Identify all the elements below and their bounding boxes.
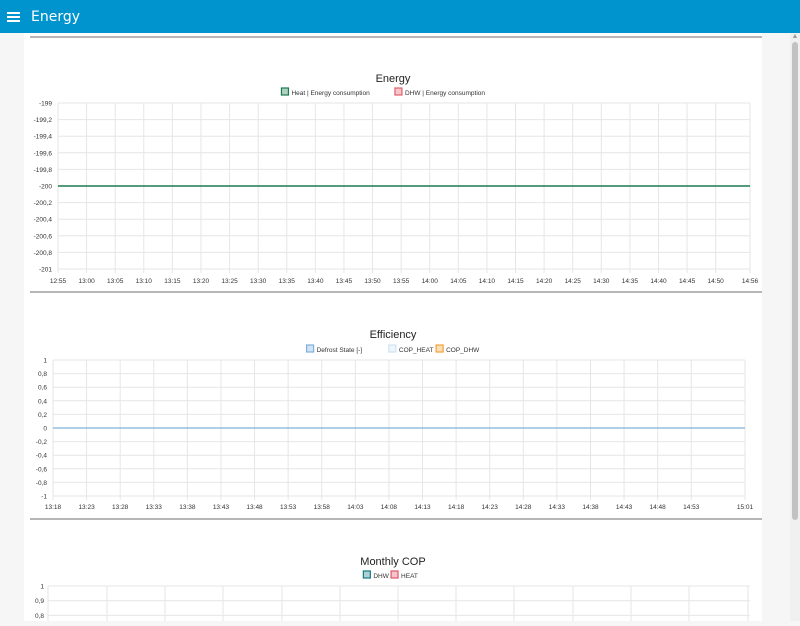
chart-title: Energy: [376, 73, 411, 85]
x-tick-label: 13:38: [179, 504, 196, 511]
legend-label: DHW | Energy consumption: [405, 90, 485, 97]
x-tick-label: 14:15: [507, 278, 524, 285]
hamburger-menu-icon[interactable]: [7, 11, 20, 22]
x-tick-label: 13:48: [246, 504, 263, 511]
top-app-bar: Energy: [0, 0, 800, 33]
x-tick-label: 13:28: [112, 504, 129, 511]
x-tick-label: 13:50: [364, 278, 381, 285]
x-tick-label: 13:10: [136, 278, 153, 285]
y-tick-label: 1: [43, 358, 47, 365]
y-tick-label: -200,8: [34, 250, 53, 257]
x-tick-label: 14:30: [593, 278, 610, 285]
y-tick-label: 0,8: [35, 613, 44, 620]
y-tick-label: 0,9: [35, 598, 44, 605]
x-tick-label: 14:50: [708, 278, 725, 285]
x-tick-label: 14:03: [347, 504, 364, 511]
x-tick-label: 13:25: [221, 278, 238, 285]
x-tick-label: 13:55: [393, 278, 410, 285]
legend-label: Heat | Energy consumption: [291, 90, 370, 97]
x-tick-label: 14:48: [650, 504, 667, 511]
y-tick-label: 0,4: [38, 398, 47, 405]
x-tick-label: 13:45: [336, 278, 353, 285]
y-tick-label: -0,2: [36, 439, 48, 446]
x-tick-label: 13:30: [250, 278, 267, 285]
x-tick-label: 13:05: [107, 278, 124, 285]
x-tick-label: 13:23: [78, 504, 95, 511]
x-tick-label: 14:13: [414, 504, 431, 511]
y-tick-label: 0: [43, 426, 47, 433]
y-tick-label: -200,4: [34, 217, 53, 224]
y-tick-label: -200,6: [34, 233, 53, 240]
x-tick-label: 14:33: [549, 504, 566, 511]
scrollbar-thumb[interactable]: [792, 42, 798, 520]
y-tick-label: -199,4: [34, 134, 53, 141]
y-tick-label: -201: [39, 267, 52, 274]
y-tick-label: 1: [40, 584, 44, 591]
legend-swatch: [388, 344, 397, 353]
x-tick-label: 13:58: [314, 504, 331, 511]
x-tick-label: 13:20: [193, 278, 210, 285]
x-tick-label: 13:35: [279, 278, 296, 285]
x-tick-label: 14:28: [515, 504, 532, 511]
y-tick-label: -199,2: [34, 117, 53, 124]
x-tick-label: 14:18: [448, 504, 465, 511]
y-tick-label: -1: [41, 494, 47, 501]
chart-title: Efficiency: [370, 329, 417, 341]
x-tick-label: 14:10: [479, 278, 496, 285]
x-tick-label: 14:25: [565, 278, 582, 285]
charts-canvas: Energy Heat | Energy consumption DHW | Ene…: [30, 36, 762, 626]
x-tick-label: 14:35: [622, 278, 639, 285]
x-tick-label: 14:20: [536, 278, 553, 285]
x-tick-label: 13:00: [78, 278, 95, 285]
chart-title: Monthly COP: [360, 556, 425, 568]
y-tick-label: -0,6: [36, 466, 48, 473]
x-tick-label: 13:40: [307, 278, 324, 285]
legend-swatch: [390, 570, 399, 579]
legend-label: COP_DHW: [446, 347, 480, 354]
legend-label: DHW: [373, 573, 389, 580]
legend-label: COP_HEAT: [399, 347, 434, 354]
scroll-up-arrow-icon[interactable]: ▲: [791, 33, 799, 40]
y-tick-label: -0,8: [36, 480, 48, 487]
x-tick-label: 14:23: [482, 504, 499, 511]
x-tick-label: 14:56: [742, 278, 759, 285]
legend-swatch: [362, 570, 371, 579]
dashboard-page: Energy Heat | Energy consumption DHW | Ene…: [24, 33, 762, 626]
y-tick-label: 0,8: [38, 371, 47, 378]
y-tick-label: -200: [39, 184, 52, 191]
x-tick-label: 13:18: [45, 504, 62, 511]
x-tick-label: 14:05: [450, 278, 467, 285]
x-tick-label: 15:01: [737, 504, 754, 511]
x-tick-label: 13:43: [213, 504, 230, 511]
legend-swatch: [306, 344, 315, 353]
y-tick-label: -200,2: [34, 200, 53, 207]
legend-label: HEAT: [401, 573, 418, 580]
x-tick-label: 14:40: [650, 278, 667, 285]
x-tick-label: 13:53: [280, 504, 297, 511]
legend-label: Defrost State [-]: [317, 347, 363, 354]
legend-swatch: [280, 87, 290, 96]
x-tick-label: 14:43: [616, 504, 633, 511]
x-tick-label: 14:53: [683, 504, 700, 511]
y-tick-label: -199,8: [34, 167, 53, 174]
y-tick-label: -0,4: [36, 453, 48, 460]
x-tick-label: 12:55: [50, 278, 67, 285]
x-tick-label: 14:38: [582, 504, 599, 511]
y-tick-label: 0,6: [38, 385, 47, 392]
x-tick-label: 14:00: [422, 278, 439, 285]
y-tick-label: -199,6: [34, 150, 53, 157]
app-title: Energy: [31, 8, 81, 25]
x-tick-label: 14:45: [679, 278, 696, 285]
x-tick-label: 13:15: [164, 278, 181, 285]
y-tick-label: -199: [39, 101, 52, 108]
y-tick-label: 0,2: [38, 412, 47, 419]
legend-swatch: [394, 87, 403, 96]
x-tick-label: 14:08: [381, 504, 398, 511]
x-tick-label: 13:33: [146, 504, 163, 511]
legend-swatch: [435, 344, 444, 353]
